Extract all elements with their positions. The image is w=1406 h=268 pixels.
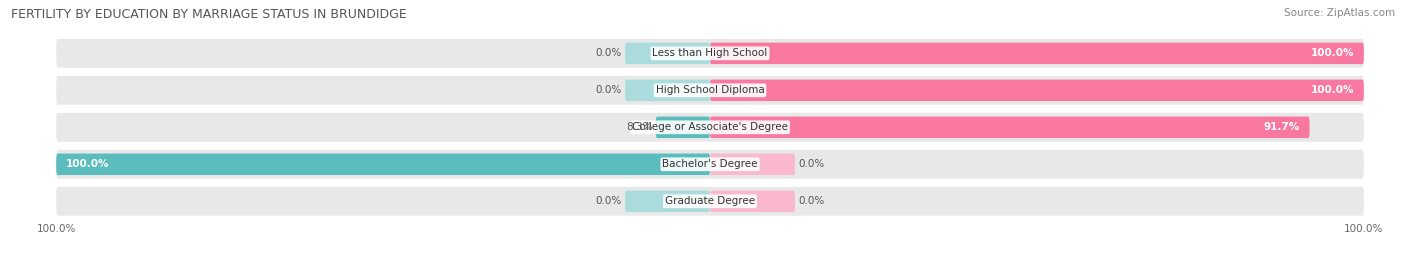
Text: Less than High School: Less than High School xyxy=(652,48,768,58)
Text: 0.0%: 0.0% xyxy=(596,85,621,95)
FancyBboxPatch shape xyxy=(56,113,1364,142)
FancyBboxPatch shape xyxy=(56,154,710,175)
FancyBboxPatch shape xyxy=(626,80,710,101)
FancyBboxPatch shape xyxy=(56,76,1364,105)
Text: Source: ZipAtlas.com: Source: ZipAtlas.com xyxy=(1284,8,1395,18)
FancyBboxPatch shape xyxy=(710,154,794,175)
FancyBboxPatch shape xyxy=(655,117,710,138)
Text: 0.0%: 0.0% xyxy=(799,159,824,169)
Text: Graduate Degree: Graduate Degree xyxy=(665,196,755,206)
FancyBboxPatch shape xyxy=(710,117,1309,138)
Text: 0.0%: 0.0% xyxy=(596,48,621,58)
Text: 0.0%: 0.0% xyxy=(799,196,824,206)
Text: High School Diploma: High School Diploma xyxy=(655,85,765,95)
Text: 100.0%: 100.0% xyxy=(1310,48,1354,58)
FancyBboxPatch shape xyxy=(56,150,1364,179)
FancyBboxPatch shape xyxy=(626,43,710,64)
FancyBboxPatch shape xyxy=(56,39,1364,68)
Text: 100.0%: 100.0% xyxy=(1310,85,1354,95)
Text: 0.0%: 0.0% xyxy=(596,196,621,206)
Text: 100.0%: 100.0% xyxy=(66,159,110,169)
FancyBboxPatch shape xyxy=(56,187,1364,216)
Text: 91.7%: 91.7% xyxy=(1264,122,1299,132)
FancyBboxPatch shape xyxy=(626,191,710,212)
Text: 8.3%: 8.3% xyxy=(626,122,652,132)
Text: College or Associate's Degree: College or Associate's Degree xyxy=(633,122,787,132)
FancyBboxPatch shape xyxy=(710,43,1364,64)
Text: FERTILITY BY EDUCATION BY MARRIAGE STATUS IN BRUNDIDGE: FERTILITY BY EDUCATION BY MARRIAGE STATU… xyxy=(11,8,406,21)
FancyBboxPatch shape xyxy=(710,191,794,212)
FancyBboxPatch shape xyxy=(710,80,1364,101)
Text: Bachelor's Degree: Bachelor's Degree xyxy=(662,159,758,169)
